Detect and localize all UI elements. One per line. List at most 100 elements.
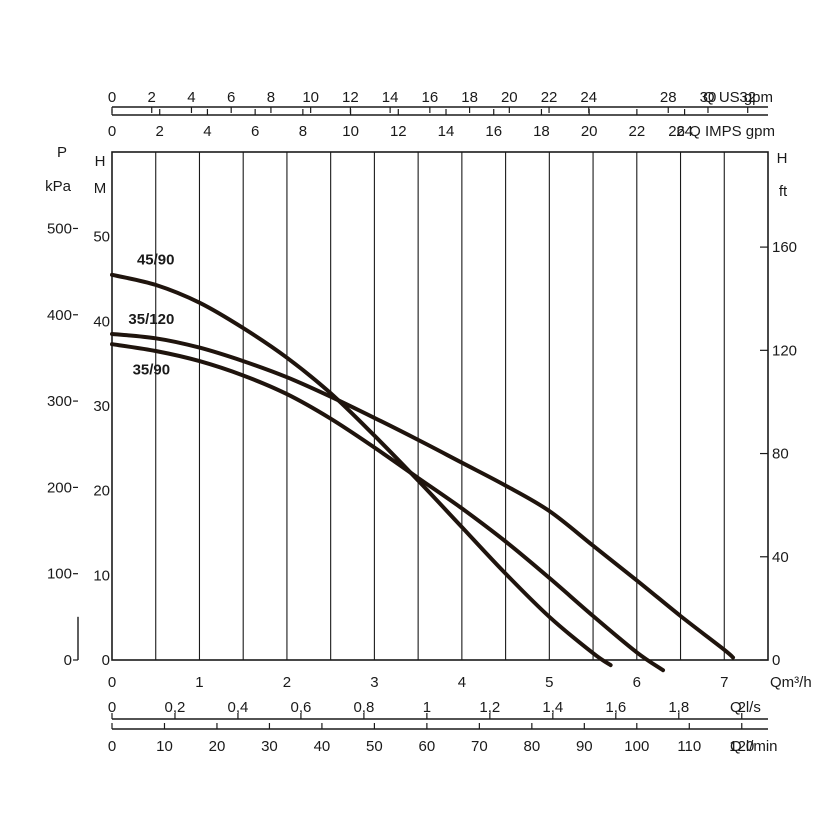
y-pressure-tick-label: 500 (47, 220, 72, 237)
y-head-ft-label-top: H (777, 150, 788, 167)
series-curve-35-90 (110, 342, 665, 673)
series-curve-35-120 (110, 332, 735, 660)
secondary-axis-tick-label: 1 (423, 699, 431, 716)
x-tick-label: 7 (720, 674, 728, 691)
secondary-axis-tick-label: 2 (148, 89, 156, 106)
axes-layer: 0 1 2 3 4 5 6 7 Qm³/h10203040500HM01002003004005… (45, 89, 812, 755)
secondary-axis-tick-label: 120 (729, 738, 754, 755)
y-pressure-label-top: P (57, 144, 67, 161)
secondary-axis-tick-label: 0,4 (228, 699, 249, 716)
y-head-m-tick-label: 40 (93, 313, 110, 330)
secondary-axis-tick-label: 1,6 (605, 699, 626, 716)
y-pressure-tick-label: 300 (47, 393, 72, 410)
secondary-axis-tick-label: 1,4 (542, 699, 563, 716)
plot-frame-layer (111, 151, 769, 661)
y-pressure-tick-label: 400 (47, 307, 72, 324)
labels-layer: 45/90 35/120 35/90 (128, 252, 174, 379)
series-label-35-90: 35/90 (133, 362, 171, 379)
x-tick-label: 4 (458, 674, 466, 691)
secondary-axis-tick-label: 24 (676, 123, 693, 140)
secondary-axis-tick-label: 60 (419, 738, 436, 755)
x-tick-label: 6 (633, 674, 641, 691)
secondary-axis-tick-label: 16 (485, 123, 502, 140)
series-label-35-120: 35/120 (128, 311, 174, 328)
series-curve-45-90 (110, 272, 613, 668)
secondary-axis-tick-label: 10 (302, 89, 319, 106)
secondary-axis-tick-label: 6 (227, 89, 235, 106)
y-head-ft-tick-label: 40 (772, 549, 789, 566)
secondary-axis-unit-label: Q US gpm (703, 89, 773, 106)
secondary-axis-tick-label: 4 (187, 89, 195, 106)
secondary-axis-tick-label: 8 (299, 123, 307, 140)
secondary-axis-tick-label: 2 (156, 123, 164, 140)
secondary-axis-tick-label: 20 (501, 89, 518, 106)
secondary-axis-tick-label: 100 (624, 738, 649, 755)
secondary-axis-tick-label: 1,8 (668, 699, 689, 716)
secondary-axis-tick-label: 10 (156, 738, 173, 755)
y-head-m-label-unit: M (94, 180, 107, 197)
secondary-axis-tick-label: 14 (382, 89, 399, 106)
secondary-axis-unit-label: Q l/s (730, 699, 761, 716)
grid-layer (155, 152, 725, 660)
y-head-ft-label-unit: ft (779, 183, 788, 200)
secondary-axis-tick-label: 0,2 (165, 699, 186, 716)
series-label-45-90: 45/90 (137, 252, 175, 269)
secondary-axis-tick-label: 0 (108, 699, 116, 716)
x-tick-label: 3 (370, 674, 378, 691)
secondary-axis-tick-label: 32 (739, 89, 756, 106)
secondary-axis-tick-label: 8 (267, 89, 275, 106)
y-pressure-label-unit: kPa (45, 178, 72, 195)
secondary-axis-tick-label: 80 (523, 738, 540, 755)
secondary-axis-tick-label: 18 (533, 123, 550, 140)
secondary-axis-tick-label: 2 (738, 699, 746, 716)
y-pressure-tick-label: 100 (47, 566, 72, 583)
secondary-axis-tick-label: 110 (677, 738, 701, 755)
secondary-axis-tick-label: 10 (342, 123, 359, 140)
secondary-axis-tick-label: 70 (471, 738, 488, 755)
y-head-ft-tick-label: 120 (772, 342, 797, 359)
y-head-m-tick-label: 20 (93, 483, 110, 500)
secondary-axis-tick-label: 0,6 (290, 699, 311, 716)
secondary-axis-tick-label: 22 (629, 123, 646, 140)
secondary-axis-unit-label: 26 Q IMPS gpm (668, 123, 775, 140)
x-tick-label: 0 (108, 674, 116, 691)
y-head-m-tick-label: 10 (93, 567, 110, 584)
secondary-axis-tick-label: 40 (314, 738, 331, 755)
secondary-axis-tick-label: 90 (576, 738, 593, 755)
secondary-axis-tick-label: 0 (108, 738, 116, 755)
x-tick-label: 1 (195, 674, 203, 691)
x-tick-label: 2 (283, 674, 291, 691)
y-head-ft-tick-label: 80 (772, 446, 789, 463)
y-head-m-tick-label: 50 (93, 229, 110, 246)
secondary-axis-tick-label: 22 (541, 89, 558, 106)
secondary-axis-tick-label: 14 (438, 123, 455, 140)
secondary-axis-tick-label: 30 (261, 738, 278, 755)
secondary-axis-tick-label: 1,2 (479, 699, 500, 716)
secondary-axis-tick-label: 30 (700, 89, 717, 106)
secondary-axis-tick-label: 28 (660, 89, 677, 106)
y-head-m-label-top: H (95, 153, 106, 170)
y-head-m-tick-label: 0 (102, 652, 110, 669)
secondary-axis-tick-label: 6 (251, 123, 259, 140)
curves-layer (110, 272, 735, 673)
secondary-axis-tick-label: 12 (342, 89, 359, 106)
y-pressure-tick-label: 0 (64, 652, 72, 669)
secondary-axis-tick-label: 20 (581, 123, 598, 140)
plot-frame (111, 151, 769, 661)
secondary-axis-tick-label: 12 (390, 123, 407, 140)
x-axis-unit-label: Qm³/h (770, 674, 812, 691)
y-head-m-tick-label: 30 (93, 398, 110, 415)
secondary-axis-tick-label: 24 (580, 89, 597, 106)
secondary-axis-tick-label: 0 (108, 123, 116, 140)
x-tick-label: 5 (545, 674, 553, 691)
secondary-axis-tick-label: 16 (422, 89, 439, 106)
y-head-ft-tick-label: 160 (772, 239, 797, 256)
secondary-axis-tick-label: 50 (366, 738, 383, 755)
secondary-axis-tick-label: 0,8 (353, 699, 374, 716)
secondary-axis-tick-label: 0 (108, 89, 116, 106)
y-pressure-tick-label: 200 (47, 479, 72, 496)
secondary-axis-tick-label: 18 (461, 89, 478, 106)
secondary-axis-unit-label: Q l/min (730, 738, 778, 755)
y-head-ft-tick-label: 0 (772, 652, 780, 669)
